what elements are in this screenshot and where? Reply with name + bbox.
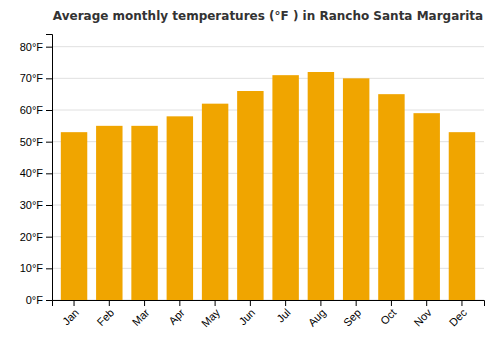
tick-mark	[46, 268, 52, 269]
tick: 20°F	[20, 231, 52, 243]
tick-mark	[46, 110, 52, 111]
tick-label: Sep	[341, 306, 363, 328]
tick: 30°F	[20, 199, 52, 211]
bar	[378, 94, 404, 300]
tick-label: 70°F	[20, 72, 44, 84]
tick-mark	[46, 78, 52, 79]
tick-label: 10°F	[20, 262, 44, 274]
grid-line	[52, 78, 484, 79]
tick-label: Dec	[447, 306, 470, 329]
tick: Feb	[94, 300, 116, 328]
bar	[308, 72, 334, 300]
chart: Jan Feb Mar Apr May Jun Jul Aug Sep Oct Nov Dec 0°F 1…	[0, 0, 500, 350]
tick: Jan	[60, 300, 81, 327]
tick: May	[199, 300, 223, 329]
tick-label: 30°F	[20, 199, 44, 211]
tick-label: Apr	[166, 306, 187, 327]
tick-mark	[46, 142, 52, 143]
tick-label: 60°F	[20, 104, 44, 116]
bar	[202, 104, 228, 300]
tick: 0°F	[26, 294, 52, 306]
axis-line	[53, 301, 485, 307]
bar	[449, 132, 475, 300]
tick-mark	[215, 300, 216, 306]
y-axis: 0°F 10°F 20°F 30°F 40°F 50°F 60°F 70°F 80°F	[20, 35, 53, 307]
tick: Nov	[411, 300, 434, 329]
tick-mark	[46, 300, 52, 301]
tick: Oct	[378, 300, 399, 327]
tick: 50°F	[20, 136, 52, 148]
bar	[272, 75, 298, 300]
tick: Jul	[274, 300, 292, 325]
tick: 10°F	[20, 262, 52, 274]
tick-mark	[144, 300, 145, 306]
grid-line	[52, 46, 484, 47]
x-axis: Jan Feb Mar Apr May Jun Jul Aug Sep Oct Nov Dec	[53, 300, 485, 329]
tick-label: Mar	[130, 306, 152, 328]
tick-label: 50°F	[20, 136, 44, 148]
bar	[167, 116, 193, 300]
title: Average monthly temperatures (°F ) in Ra…	[53, 9, 483, 23]
tick-mark	[285, 300, 286, 306]
tick-label: 40°F	[20, 167, 44, 179]
tick-mark	[46, 173, 52, 174]
tick-label: Nov	[411, 306, 434, 329]
tick: Apr	[166, 300, 187, 327]
tick-label: Jan	[60, 306, 81, 327]
tick: Sep	[341, 300, 363, 329]
tick: 70°F	[20, 72, 52, 84]
tick-label: 80°F	[20, 41, 44, 53]
tick: 60°F	[20, 104, 52, 116]
tick-label: Feb	[94, 306, 116, 328]
tick-mark	[46, 205, 52, 206]
tick-mark	[46, 237, 52, 238]
tick-mark	[461, 300, 462, 306]
tick-label: Jun	[236, 306, 257, 327]
tick-label: Aug	[306, 306, 328, 328]
tick-label: Oct	[378, 306, 399, 327]
tick-label: 0°F	[26, 294, 44, 306]
tick-mark	[250, 300, 251, 306]
tick: 80°F	[20, 41, 52, 53]
tick-mark	[179, 300, 180, 306]
bar	[413, 113, 439, 300]
tick: Jun	[236, 300, 257, 327]
grid-line	[52, 110, 484, 111]
tick: Mar	[130, 300, 152, 328]
tick: Aug	[306, 300, 328, 329]
axis-line	[46, 35, 53, 301]
tick-mark	[391, 300, 392, 306]
bar	[96, 126, 122, 300]
bar	[237, 91, 263, 300]
tick: Dec	[447, 300, 470, 329]
bar	[343, 78, 369, 300]
plot-area	[61, 72, 475, 300]
grid	[52, 47, 484, 300]
tick-mark	[356, 300, 357, 306]
tick: 40°F	[20, 167, 52, 179]
tick-mark	[426, 300, 427, 306]
tick-label: Jul	[274, 306, 292, 324]
bar	[131, 126, 157, 300]
tick-mark	[109, 300, 110, 306]
tick-mark	[46, 47, 52, 48]
tick-label: 20°F	[20, 231, 44, 243]
tick-mark	[320, 300, 321, 306]
tick-label: May	[199, 306, 223, 330]
tick-mark	[74, 300, 75, 306]
bar	[61, 132, 87, 300]
